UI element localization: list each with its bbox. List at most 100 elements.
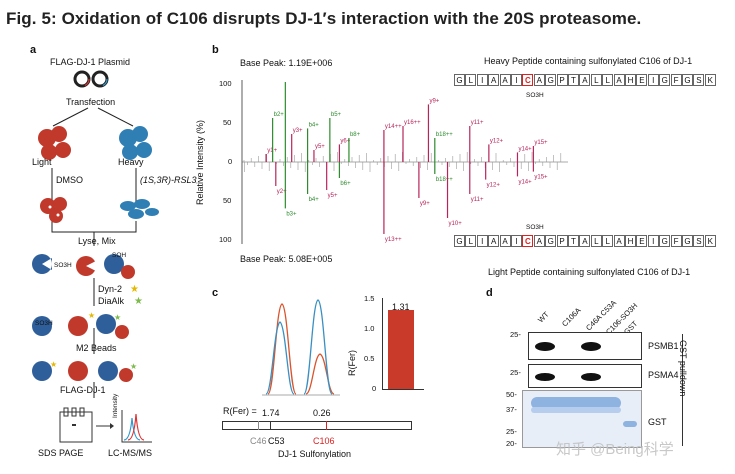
heavy-peptide-label: Heavy Peptide containing sulfonylated C1… [484,56,693,66]
ms-spectrum-chart: y1+b2+b3+y3+b4+y5+b5+y6+b8+y14++y16++y9+… [241,80,568,244]
rfer-ytick-05: 0.5 [364,354,375,363]
base-peak-bottom: Base Peak: 5.08E+005 [240,254,333,264]
svg-text:★: ★ [114,313,121,322]
lyse-mix-label: Lyse, Mix [78,236,116,246]
transfection-label: Transfection [66,97,116,107]
marker-37: 37- [506,405,517,414]
residue-H: H [625,235,636,247]
marker-20: 20- [506,439,517,448]
ion-label-y14+: y14+ [518,179,532,185]
ytick-100-bottom: 100 [219,235,232,244]
residue-L: L [465,74,477,86]
panel-b-label: b [212,44,219,56]
panel-d-label: d [486,287,493,299]
ytick-50-bottom: 50 [223,196,232,205]
residue-T: T [568,235,579,247]
panel-c-label: c [212,287,219,299]
rfer-ytick-15: 1.5 [364,294,375,303]
rfer-bar-label: 1.31 [392,302,410,312]
residue-G: G [682,74,693,86]
ion-label-y2+: y2+ [277,189,287,195]
site-c46: C46 [250,436,267,446]
rfer-ytick-10: 1.0 [364,324,375,333]
figure-title: Fig. 5: Oxidation of C106 disrupts DJ-1′… [6,9,642,28]
sds-page-label: SDS PAGE [38,448,84,458]
marker-mid-25: 25- [510,368,521,377]
panel-a-arrows [51,107,137,398]
residue-H: H [625,74,636,86]
marker-25: 25- [506,427,517,436]
residue-P: P [556,74,568,86]
ion-label-y11+: y11+ [471,197,484,203]
r-value-c53: 1.74 [262,408,280,418]
residue-A: A [488,74,500,86]
residue-A: A [488,235,500,247]
ion-label-y15+: y15+ [534,175,548,181]
dj1-sequence-bar [222,421,412,430]
residue-G: G [454,74,465,86]
psmb1-label: PSMB1 [648,341,679,351]
ion-label-y14+: y14+ [518,146,532,152]
residue-I: I [476,74,488,86]
residue-I: I [511,235,522,247]
rfer-ytick-0: 0 [372,384,377,393]
ion-label-y9+: y9+ [429,98,439,104]
residue-K: K [704,74,716,86]
ytick-0: 0 [228,157,233,166]
site-c106: C106 [313,436,335,446]
residue-G: G [545,74,557,86]
ytick-50-top: 50 [223,118,232,127]
plasmid-icon [73,70,109,88]
base-peak-top: Base Peak: 1.19E+006 [240,58,333,68]
so3h-label-2: SO3H [35,320,53,327]
light-cells-icon [38,126,71,160]
c106-tick [326,421,327,430]
sulfonylation-xlabel: DJ-1 Sulfonylation [278,449,352,459]
residue-G: G [659,235,671,247]
residue-G: G [659,74,671,86]
residue-C: C [522,74,534,86]
residue-I: I [476,235,488,247]
residue-L: L [590,74,602,86]
marker-50: 50- [506,390,517,399]
panel-a-label: a [30,44,37,56]
c46-tick [258,421,259,430]
psmb1-blot [528,332,642,360]
svg-text:★: ★ [88,311,95,320]
svg-text:★: ★ [130,284,139,295]
flag-dj1-label: FLAG-DJ-1 [60,385,106,395]
residue-A: A [499,235,511,247]
residue-A: A [533,74,545,86]
residue-G: G [545,235,557,247]
psma4-blot [528,364,642,388]
heavy-so3h-label: SO3H [526,92,544,99]
ion-label-b6+: b6+ [340,181,351,187]
svg-text:★: ★ [130,362,137,371]
pulldown-bracket [682,334,683,446]
rfer-bar [388,310,414,389]
residue-S: S [693,235,705,247]
ion-label-y13++: y13++ [385,237,402,243]
so3h-label-1: SO3H [54,262,72,269]
sds-lcms-icon [59,407,152,443]
marker-top-25: 25- [510,330,521,339]
ion-label-y9+: y9+ [420,201,430,207]
residue-A: A [613,235,625,247]
star-icons: ★★ [130,284,143,307]
ion-label-b18++: b18++ [436,132,454,138]
residue-F: F [670,235,682,247]
residue-A: A [499,74,511,86]
light-treated-icon [40,197,67,223]
soh-label: SOH [112,252,127,259]
heavy-cells-icon [119,126,152,160]
ion-label-b3+: b3+ [286,211,297,217]
light-label: Light [32,157,52,167]
residue-F: F [670,74,682,86]
ion-label-y10+: y10+ [449,221,463,227]
residue-S: S [693,74,705,86]
rfer-ylabel: R(Fer) [347,350,357,376]
ion-label-y5+: y5+ [328,193,338,199]
residue-A: A [533,235,545,247]
